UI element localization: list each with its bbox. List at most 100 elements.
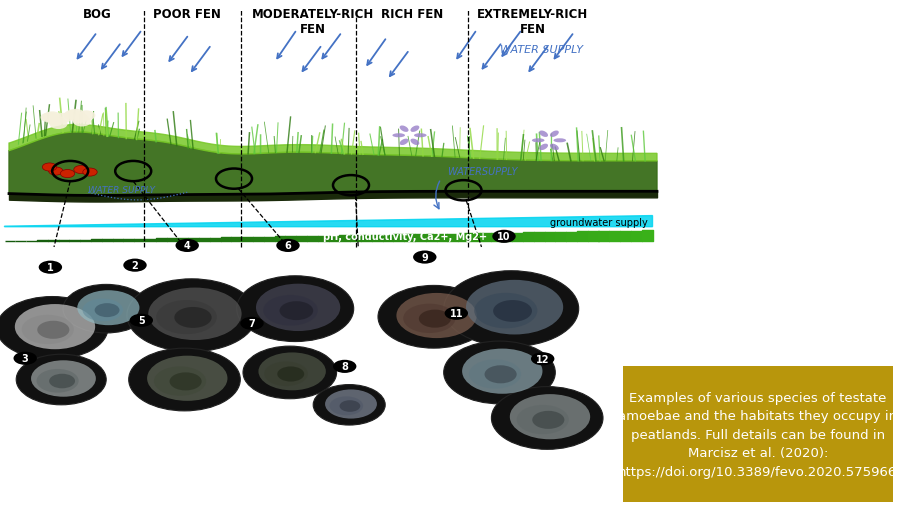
Circle shape (240, 317, 264, 330)
Circle shape (77, 291, 140, 326)
Circle shape (237, 276, 354, 342)
Circle shape (484, 366, 517, 384)
Circle shape (94, 304, 120, 318)
Circle shape (313, 385, 385, 425)
Circle shape (243, 346, 337, 399)
Ellipse shape (410, 126, 419, 133)
Circle shape (14, 352, 37, 365)
Text: 3: 3 (22, 354, 29, 364)
Text: 12: 12 (536, 354, 549, 364)
Circle shape (14, 305, 95, 349)
Circle shape (83, 169, 97, 177)
Text: 5: 5 (138, 316, 145, 326)
Circle shape (325, 390, 377, 419)
Circle shape (531, 352, 554, 366)
Circle shape (54, 114, 72, 124)
Text: 2: 2 (131, 261, 139, 271)
Circle shape (31, 361, 96, 397)
Circle shape (37, 369, 78, 393)
Text: WATER SUPPLY: WATER SUPPLY (88, 186, 155, 195)
Circle shape (466, 280, 563, 335)
Text: pH, conductivity, Ca2+, Mg2+: pH, conductivity, Ca2+, Mg2+ (323, 231, 487, 241)
Text: 8: 8 (341, 362, 348, 372)
Circle shape (445, 307, 468, 320)
Polygon shape (4, 216, 652, 227)
Circle shape (378, 286, 490, 348)
Circle shape (403, 304, 455, 333)
Ellipse shape (550, 144, 559, 151)
Circle shape (509, 394, 590, 439)
Circle shape (169, 373, 202, 391)
Circle shape (74, 166, 88, 174)
Circle shape (256, 284, 340, 331)
Circle shape (47, 116, 65, 126)
Text: WATER⁠SUPPLY: WATER⁠SUPPLY (448, 166, 518, 176)
Circle shape (49, 168, 63, 176)
Circle shape (339, 400, 360, 412)
Text: 4: 4 (184, 241, 191, 251)
Ellipse shape (539, 144, 548, 151)
Circle shape (396, 293, 477, 338)
Circle shape (491, 387, 603, 449)
Circle shape (258, 352, 326, 390)
Circle shape (280, 301, 313, 321)
Ellipse shape (400, 126, 409, 133)
Circle shape (413, 251, 436, 264)
Circle shape (127, 279, 256, 352)
Text: groundwater supply: groundwater supply (550, 217, 648, 227)
Circle shape (129, 348, 240, 411)
Ellipse shape (550, 131, 559, 138)
Ellipse shape (410, 139, 419, 146)
Circle shape (73, 117, 91, 127)
Circle shape (154, 367, 206, 396)
Text: BOG: BOG (83, 8, 112, 21)
Text: MODERATELY-RICH
FEN: MODERATELY-RICH FEN (252, 8, 374, 35)
Circle shape (40, 113, 58, 123)
Ellipse shape (539, 131, 548, 138)
Circle shape (22, 315, 74, 344)
Ellipse shape (400, 139, 409, 146)
Text: WATER SUPPLY: WATER SUPPLY (500, 45, 582, 55)
Circle shape (147, 356, 228, 401)
Text: 7: 7 (248, 319, 256, 329)
FancyBboxPatch shape (623, 366, 893, 502)
Circle shape (50, 374, 75, 388)
Circle shape (176, 239, 199, 252)
Text: EXTREMELY-RICH
FEN: EXTREMELY-RICH FEN (477, 8, 589, 35)
Circle shape (462, 349, 543, 394)
Circle shape (16, 355, 106, 405)
Circle shape (474, 293, 537, 329)
Text: 6: 6 (284, 241, 292, 251)
Circle shape (43, 112, 61, 122)
Polygon shape (9, 125, 657, 162)
Circle shape (50, 120, 68, 130)
Text: POOR FEN: POOR FEN (153, 8, 221, 21)
Circle shape (469, 360, 521, 389)
Circle shape (418, 310, 451, 328)
Ellipse shape (414, 134, 427, 138)
Circle shape (42, 164, 57, 172)
Text: 11: 11 (450, 309, 463, 319)
Text: 1: 1 (47, 263, 54, 273)
Circle shape (532, 411, 564, 429)
Circle shape (276, 239, 300, 252)
Circle shape (148, 288, 241, 340)
Ellipse shape (554, 139, 566, 143)
Circle shape (157, 300, 217, 334)
Circle shape (444, 271, 579, 347)
Circle shape (277, 367, 304, 382)
Circle shape (37, 321, 69, 339)
Circle shape (492, 230, 516, 243)
Circle shape (60, 170, 75, 178)
Circle shape (39, 261, 62, 274)
Circle shape (130, 314, 153, 327)
Circle shape (83, 299, 123, 322)
Text: 10: 10 (497, 232, 510, 242)
Circle shape (517, 405, 569, 434)
Polygon shape (9, 133, 657, 196)
Circle shape (70, 114, 88, 124)
Circle shape (0, 297, 108, 360)
Circle shape (333, 360, 356, 373)
Circle shape (329, 396, 364, 416)
Ellipse shape (392, 134, 405, 138)
